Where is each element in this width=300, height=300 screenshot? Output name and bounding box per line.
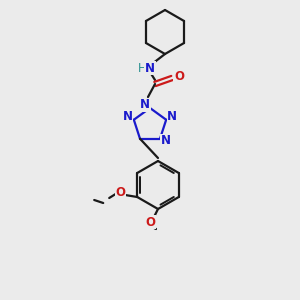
Text: N: N xyxy=(145,61,155,74)
Text: O: O xyxy=(174,70,184,83)
Text: O: O xyxy=(115,187,125,200)
Text: N: N xyxy=(161,134,171,147)
Text: H: H xyxy=(138,61,146,74)
Text: O: O xyxy=(145,215,155,229)
Text: N: N xyxy=(167,110,177,123)
Text: N: N xyxy=(123,110,133,123)
Text: N: N xyxy=(140,98,150,112)
